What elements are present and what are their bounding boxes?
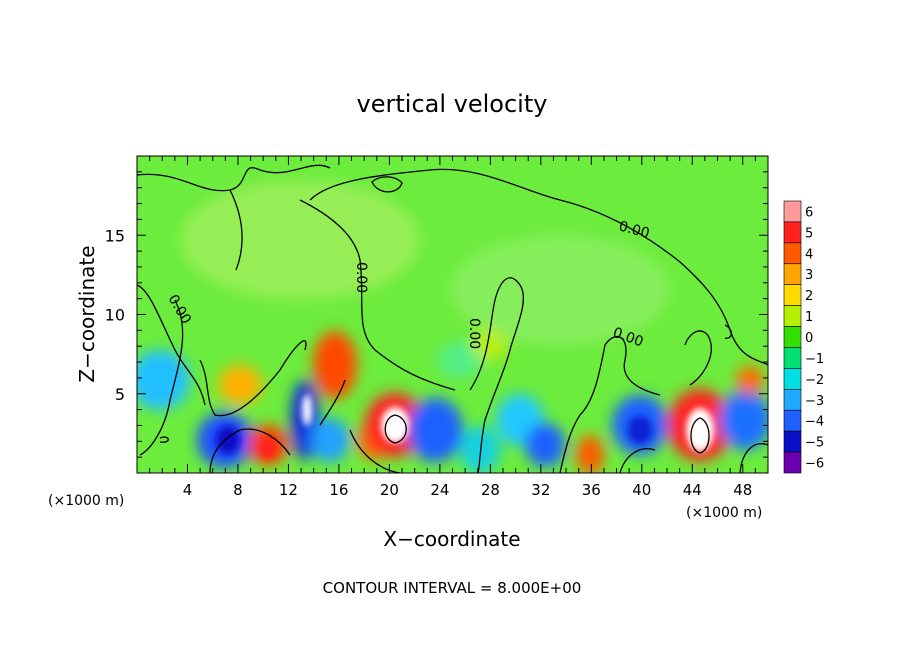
colorbar-label: 3	[805, 268, 813, 283]
colorbar-swatch	[783, 284, 802, 306]
x-axis: 4 8 12 16 20 24 28 32 36 40 44 48	[149, 156, 756, 499]
colorbar-label: 0	[805, 331, 813, 346]
colorbar-label: −4	[805, 415, 824, 430]
heatmap-cores	[216, 394, 714, 458]
colorbar-label: 2	[805, 289, 813, 304]
chart-title: vertical velocity	[357, 90, 548, 118]
colorbar-swatch	[783, 389, 802, 411]
colorbar-swatch	[783, 263, 802, 285]
colorbar-swatch	[783, 368, 802, 390]
x-tick-label: 36	[582, 481, 601, 499]
x-tick-label: 32	[531, 481, 550, 499]
colorbar-swatch	[783, 326, 802, 348]
x-tick-label: 20	[380, 481, 399, 499]
x-axis-label: X−coordinate	[383, 527, 520, 551]
x-tick-label: 24	[430, 481, 449, 499]
colorbar-swatch	[783, 409, 802, 432]
colorbar-swatch	[783, 221, 802, 244]
x-tick-label: 48	[733, 481, 752, 499]
y-axis-label: Z−coordinate	[75, 245, 99, 382]
x-tick-label: 28	[481, 481, 500, 499]
contour-lines	[137, 164, 768, 473]
contour-label: 0.00	[617, 218, 651, 242]
colorbar-swatch	[783, 347, 802, 369]
colorbar-label: −6	[805, 457, 824, 472]
x-unit-right: (×1000 m)	[686, 505, 762, 521]
colorbar: 6 5 4 3 2 1 0 −1 −2 −3 −4 −5 −6	[783, 200, 824, 474]
colorbar-label: 4	[805, 247, 813, 262]
plot-area: 0.00 0.00 0.00 0.00 0.00	[137, 156, 768, 473]
contour-label: 0.00	[353, 262, 369, 293]
x-tick-label: 8	[233, 481, 243, 499]
colorbar-label: 6	[805, 205, 813, 220]
x-unit-left: (×1000 m)	[48, 493, 124, 509]
x-tick-label: 16	[329, 481, 348, 499]
colorbar-swatch	[783, 430, 802, 453]
colorbar-label: −5	[805, 436, 824, 451]
colorbar-label: 1	[805, 310, 813, 325]
y-axis: 5 10 15	[105, 171, 768, 458]
contour-label: 0.00	[466, 318, 482, 349]
colorbar-swatch	[783, 242, 802, 265]
colorbar-label: −3	[805, 394, 824, 409]
colorbar-swatch	[783, 451, 802, 474]
colorbar-label: −2	[805, 373, 824, 388]
colorbar-label: 5	[805, 226, 813, 241]
colorbar-label: −1	[805, 352, 824, 367]
colorbar-swatch	[783, 305, 802, 327]
x-tick-label: 12	[279, 481, 298, 499]
x-tick-label: 40	[632, 481, 651, 499]
x-tick-label: 4	[183, 481, 193, 499]
y-tick-label: 10	[105, 306, 125, 325]
y-tick-label: 15	[105, 226, 125, 245]
colorbar-swatch	[783, 200, 802, 223]
contour-interval-note: CONTOUR INTERVAL = 8.000E+00	[323, 579, 582, 597]
heatmap-field	[137, 180, 768, 473]
x-tick-label: 44	[683, 481, 702, 499]
y-tick-label: 5	[115, 385, 125, 404]
